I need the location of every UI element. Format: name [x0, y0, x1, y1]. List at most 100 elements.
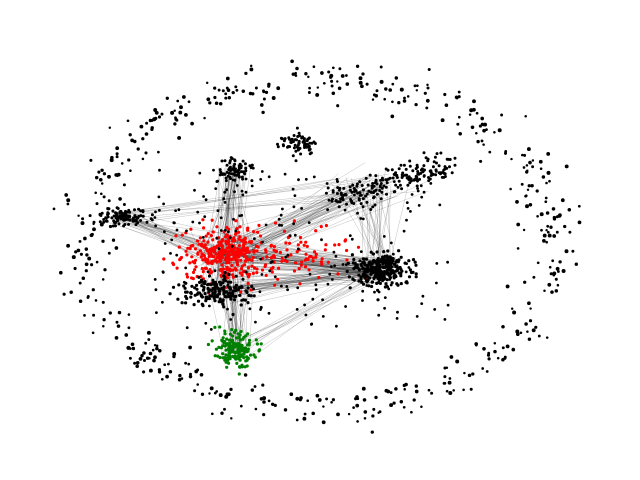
graph-edge	[125, 217, 225, 250]
graph-node	[158, 168, 161, 172]
graph-node	[227, 230, 230, 234]
peripheral-node	[447, 380, 452, 385]
graph-node	[386, 168, 390, 172]
graph-node	[213, 294, 218, 298]
graph-node	[222, 305, 226, 309]
graph-node	[207, 252, 211, 256]
graph-node	[205, 248, 209, 252]
graph-node	[288, 234, 292, 238]
graph-node	[359, 277, 363, 281]
graph-node	[415, 165, 419, 169]
graph-node	[286, 253, 290, 257]
graph-node	[358, 259, 362, 263]
graph-node	[386, 249, 390, 253]
graph-node	[198, 280, 202, 284]
graph-node	[233, 238, 237, 243]
graph-node	[299, 263, 303, 267]
graph-node	[226, 356, 230, 360]
graph-node	[300, 136, 304, 140]
peripheral-node	[545, 181, 548, 185]
peripheral-node	[179, 105, 183, 110]
graph-node	[235, 184, 239, 187]
graph-node	[297, 178, 300, 182]
peripheral-node	[152, 358, 156, 363]
graph-node	[227, 272, 231, 277]
graph-node	[304, 177, 308, 181]
peripheral-node	[331, 66, 335, 70]
graph-node	[134, 223, 138, 227]
graph-node	[397, 167, 401, 171]
peripheral-node	[503, 356, 507, 360]
graph-node	[450, 171, 454, 175]
peripheral-node	[163, 363, 167, 367]
graph-node	[195, 287, 199, 291]
graph-node	[258, 290, 262, 294]
peripheral-node	[200, 392, 205, 396]
peripheral-node	[189, 372, 192, 376]
peripheral-node	[184, 113, 188, 117]
peripheral-node	[537, 334, 541, 338]
graph-node	[327, 198, 331, 202]
graph-node	[292, 146, 296, 150]
graph-node	[161, 270, 165, 274]
peripheral-node	[155, 344, 159, 348]
graph-node	[292, 222, 295, 226]
graph-node	[281, 207, 284, 211]
graph-edge	[225, 276, 386, 281]
peripheral-node	[359, 77, 363, 80]
graph-node	[190, 284, 194, 288]
peripheral-node	[330, 401, 333, 404]
graph-node	[326, 186, 330, 190]
graph-node	[115, 206, 119, 210]
graph-node	[392, 262, 397, 266]
graph-node	[359, 250, 363, 254]
graph-node	[220, 238, 225, 242]
graph-node	[352, 257, 356, 262]
peripheral-node	[165, 96, 169, 100]
graph-node	[354, 189, 358, 193]
graph-node	[227, 227, 231, 231]
graph-node	[314, 229, 318, 233]
peripheral-node	[196, 368, 200, 372]
peripheral-node	[90, 263, 94, 267]
graph-node	[223, 358, 227, 362]
graph-node	[408, 268, 412, 272]
peripheral-node	[505, 284, 510, 289]
graph-node	[259, 257, 263, 261]
graph-node	[227, 171, 231, 175]
graph-node	[370, 186, 374, 190]
graph-edge	[245, 268, 375, 350]
peripheral-node	[294, 71, 297, 75]
graph-node	[390, 168, 394, 172]
graph-node	[320, 257, 324, 261]
graph-node	[107, 207, 111, 211]
graph-node	[339, 191, 343, 195]
peripheral-node	[115, 155, 119, 159]
peripheral-node	[485, 128, 488, 131]
graph-node	[280, 224, 284, 227]
peripheral-node	[99, 178, 103, 182]
graph-node	[272, 245, 276, 249]
graph-edge	[234, 174, 259, 264]
graph-node	[304, 252, 308, 256]
graph-node	[178, 258, 182, 262]
graph-edge	[209, 274, 374, 296]
graph-node	[387, 268, 391, 272]
graph-node	[251, 271, 255, 275]
graph-node	[402, 163, 406, 167]
graph-node	[239, 170, 243, 174]
peripheral-node	[144, 151, 148, 155]
graph-node	[273, 255, 277, 260]
graph-node	[189, 227, 193, 231]
graph-node	[228, 286, 232, 290]
graph-node	[286, 288, 289, 292]
graph-node	[280, 137, 284, 141]
graph-node	[391, 176, 395, 180]
peripheral-node	[548, 265, 552, 269]
peripheral-node	[523, 153, 527, 157]
graph-node	[332, 250, 336, 254]
graph-node	[251, 255, 255, 260]
peripheral-node	[143, 359, 146, 362]
graph-node	[225, 188, 229, 192]
graph-node	[139, 209, 143, 213]
